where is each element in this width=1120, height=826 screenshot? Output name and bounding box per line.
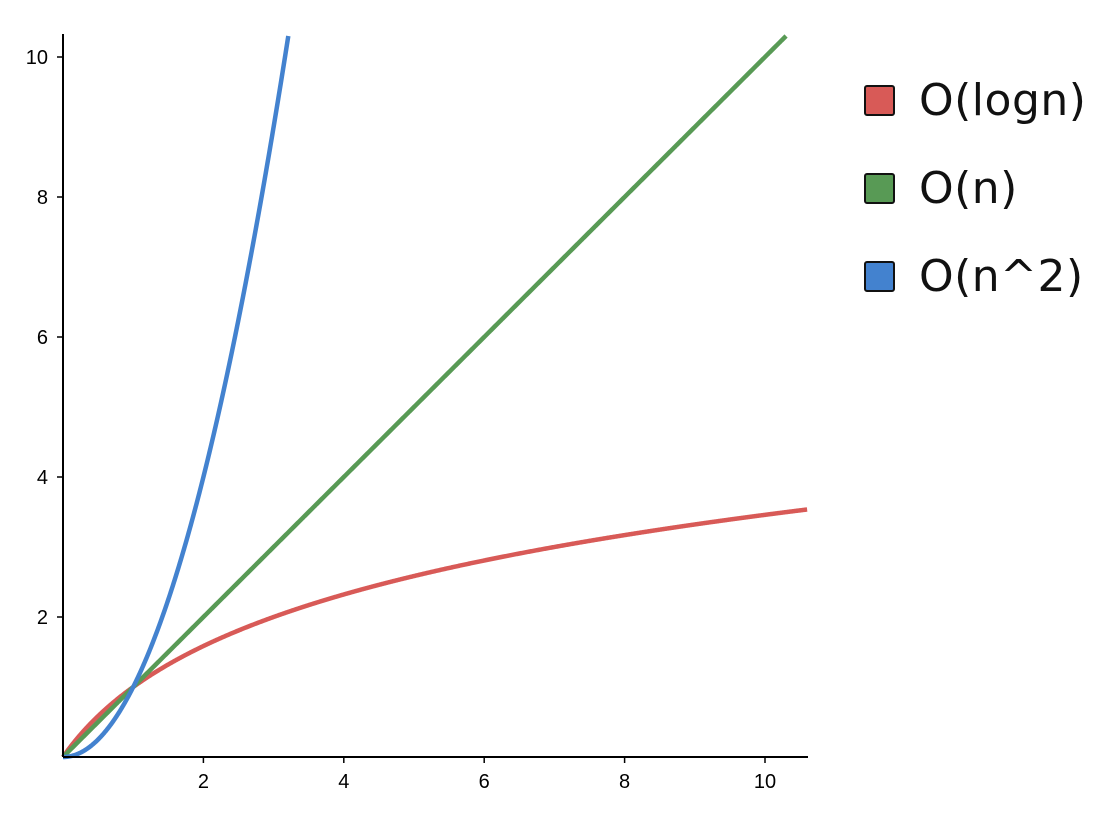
legend-label-n2: O(n^2) xyxy=(919,250,1084,302)
legend-label-logn: O(logn) xyxy=(919,74,1087,126)
x-tick-label: 4 xyxy=(338,771,349,793)
axes-layer xyxy=(62,34,808,758)
legend: O(logn) O(n) O(n^2) xyxy=(864,56,1086,320)
legend-swatch-n xyxy=(864,172,895,204)
y-tick-label: 6 xyxy=(37,327,48,349)
y-tick-label: 4 xyxy=(37,467,48,489)
legend-swatch-logn xyxy=(864,84,895,116)
legend-item-n2: O(n^2) xyxy=(864,232,1086,320)
series-line-logn xyxy=(61,507,809,759)
x-tick-label: 8 xyxy=(619,771,630,793)
ticks-layer: 2 4 6 8 10 2 4 6 8 10 xyxy=(26,47,776,793)
series-layer xyxy=(61,33,809,760)
y-tick-label: 10 xyxy=(26,47,48,69)
legend-label-n: O(n) xyxy=(919,162,1018,214)
x-tick-label: 10 xyxy=(754,771,776,793)
legend-item-n: O(n) xyxy=(864,144,1086,232)
y-tick-label: 8 xyxy=(37,187,48,209)
series-line-n2 xyxy=(61,35,291,760)
x-tick-label: 6 xyxy=(479,771,490,793)
legend-item-logn: O(logn) xyxy=(864,56,1086,144)
x-tick-label: 2 xyxy=(198,771,209,793)
legend-swatch-n2 xyxy=(864,260,895,292)
y-tick-label: 2 xyxy=(37,607,48,629)
series-line-n xyxy=(61,33,789,759)
